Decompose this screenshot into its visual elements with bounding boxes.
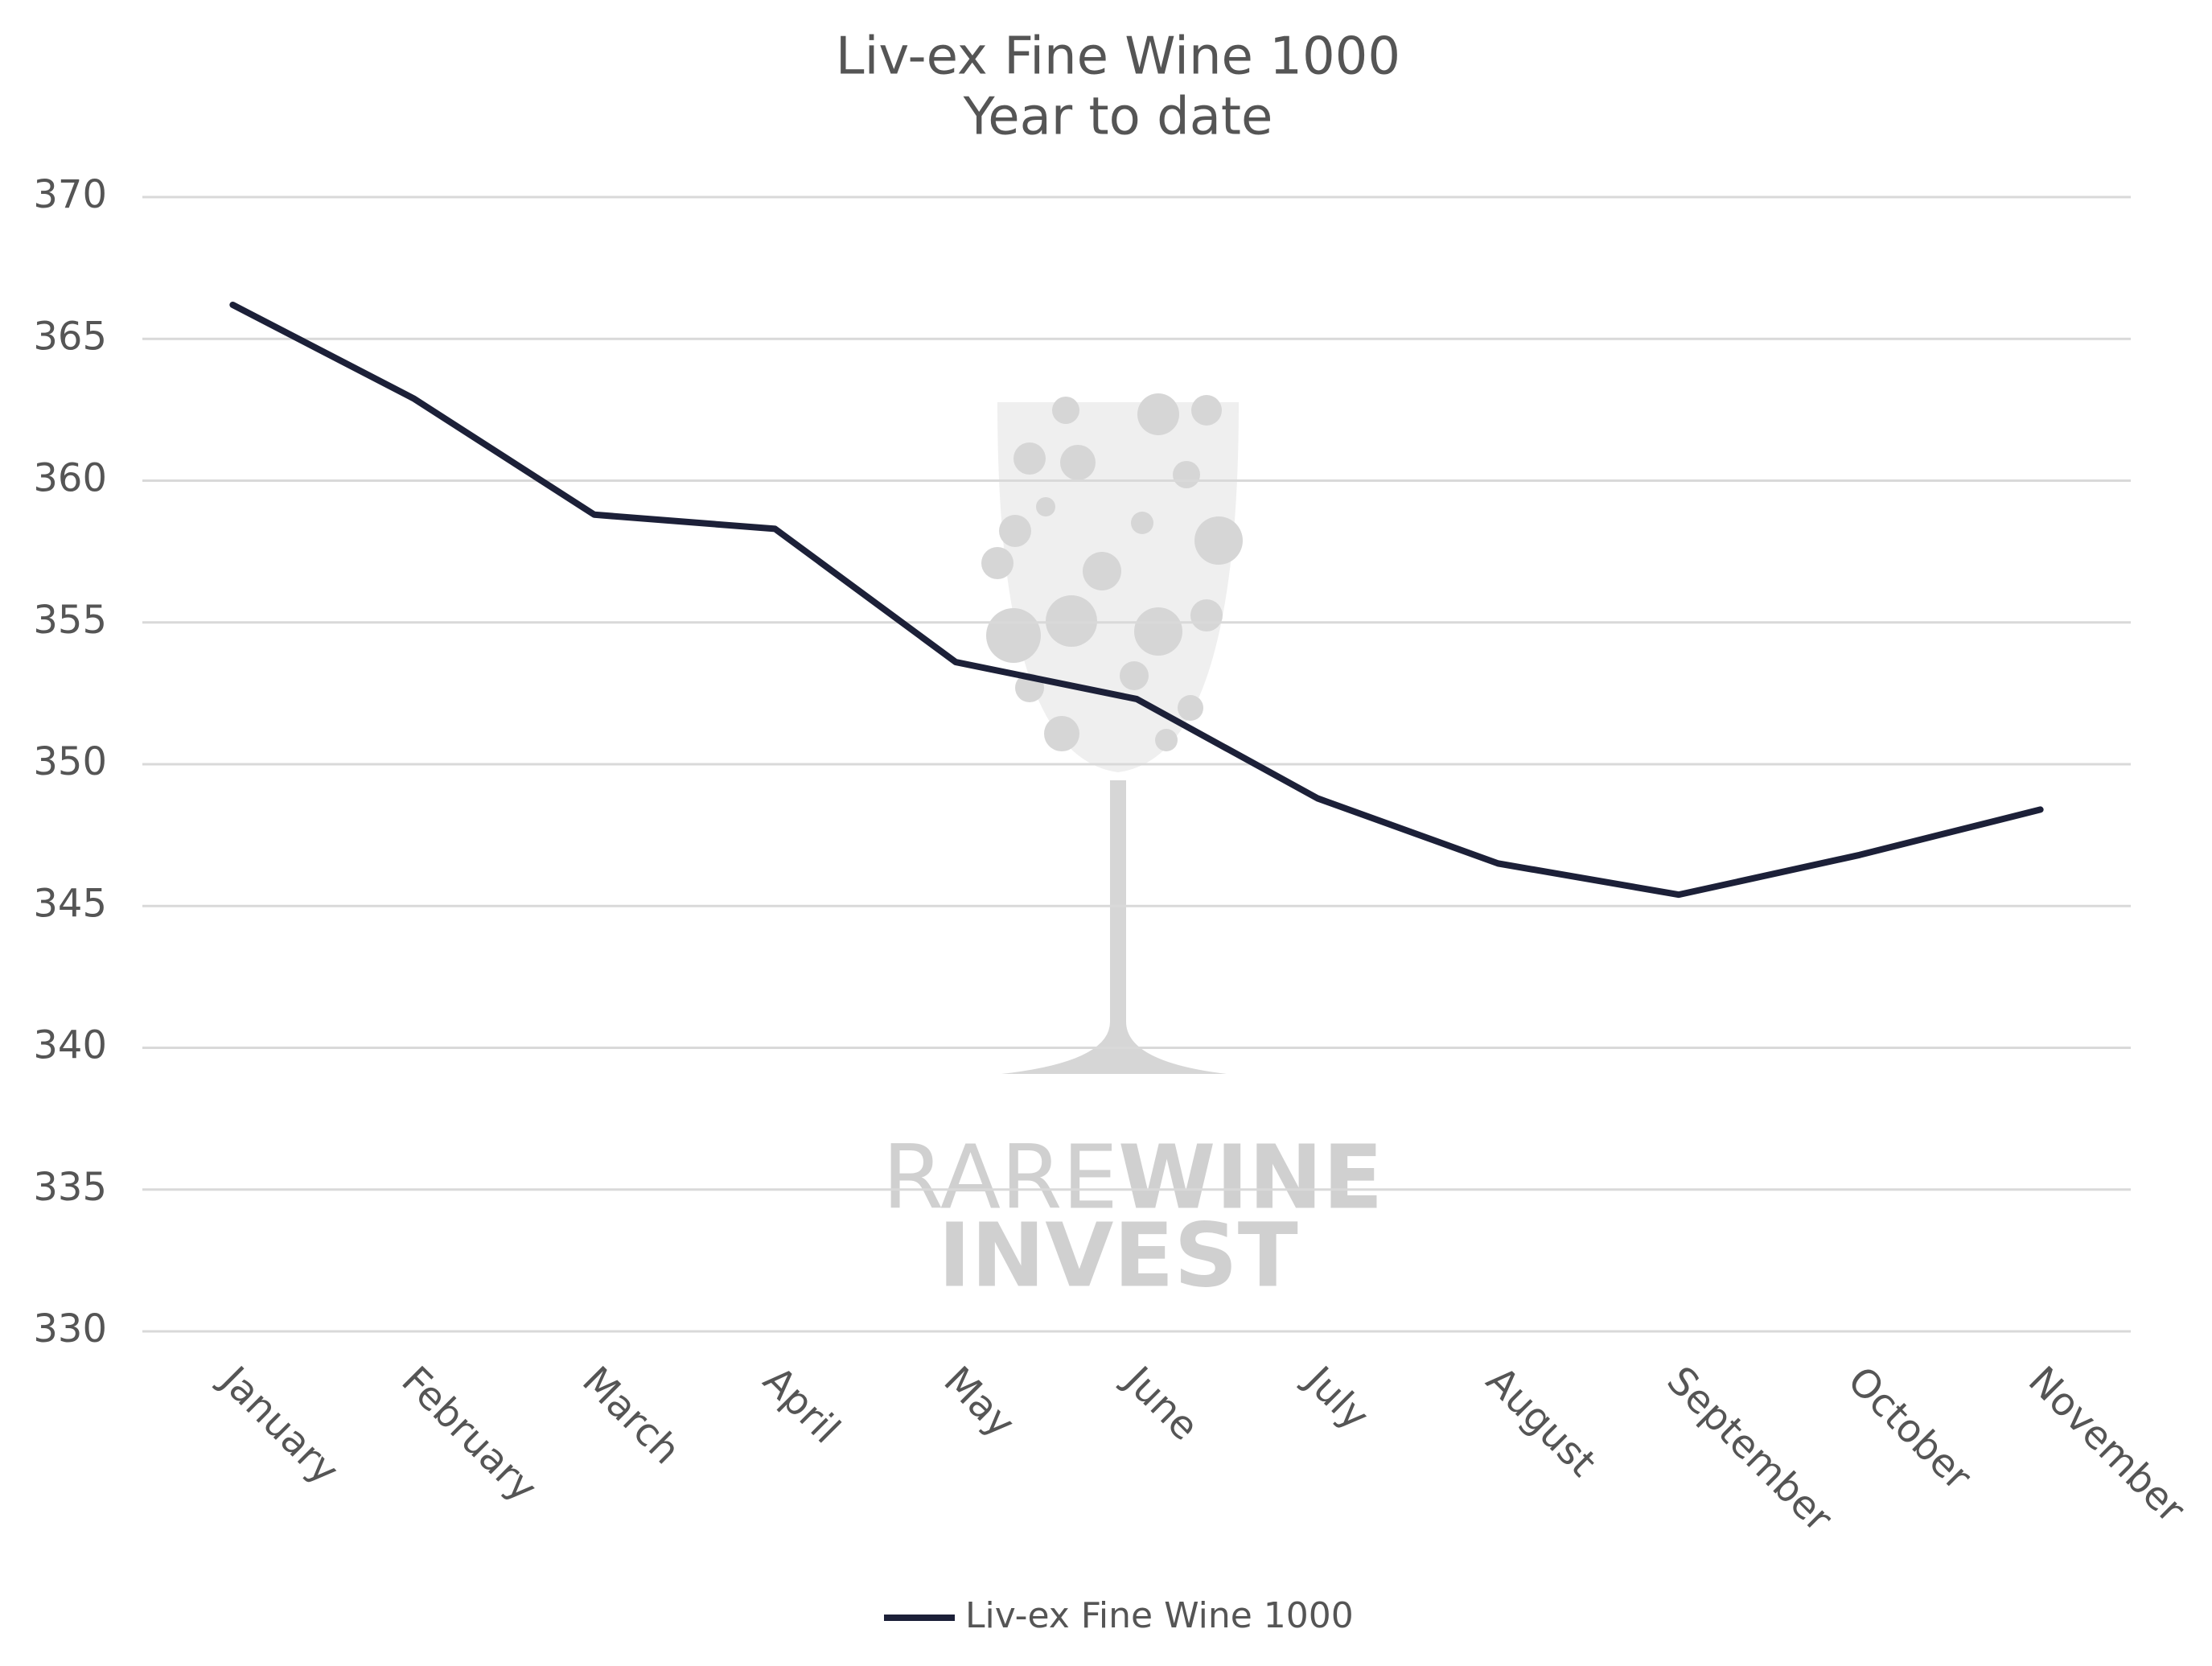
x-tick-label: March: [574, 1358, 689, 1473]
x-tick-label: July: [1295, 1356, 1378, 1439]
x-tick-label: November: [2020, 1358, 2193, 1532]
x-tick-label: August: [1478, 1358, 1605, 1485]
y-tick-label: 350: [33, 739, 107, 784]
y-tick-label: 345: [33, 881, 107, 926]
watermark: RARE WINE INVEST: [882, 393, 1383, 1306]
x-tick-label: June: [1114, 1356, 1207, 1450]
y-tick-label: 335: [33, 1165, 107, 1210]
x-tick-label: October: [1839, 1358, 1980, 1499]
y-tick-label: 370: [33, 172, 107, 217]
legend-label: Liv-ex Fine Wine 1000: [965, 1595, 1354, 1636]
watermark-text: WINE: [1118, 1125, 1383, 1228]
y-tick-label: 355: [33, 598, 107, 643]
chart-title: Liv-ex Fine Wine 1000: [836, 27, 1400, 87]
x-tick-label: January: [211, 1356, 347, 1493]
chart-subtitle: Year to date: [963, 88, 1273, 147]
y-tick-label: 330: [33, 1306, 107, 1351]
x-tick-label: April: [754, 1358, 849, 1452]
y-tick-label: 340: [33, 1023, 107, 1068]
x-tick-label: May: [935, 1358, 1024, 1446]
watermark-text: RARE: [882, 1125, 1118, 1228]
line-series: [229, 301, 2044, 899]
watermark-text: INVEST: [938, 1203, 1298, 1306]
x-tick-label: February: [393, 1358, 545, 1511]
x-tick-label: September: [1659, 1358, 1841, 1541]
y-tick-label: 365: [33, 314, 107, 359]
y-tick-label: 360: [33, 456, 107, 501]
